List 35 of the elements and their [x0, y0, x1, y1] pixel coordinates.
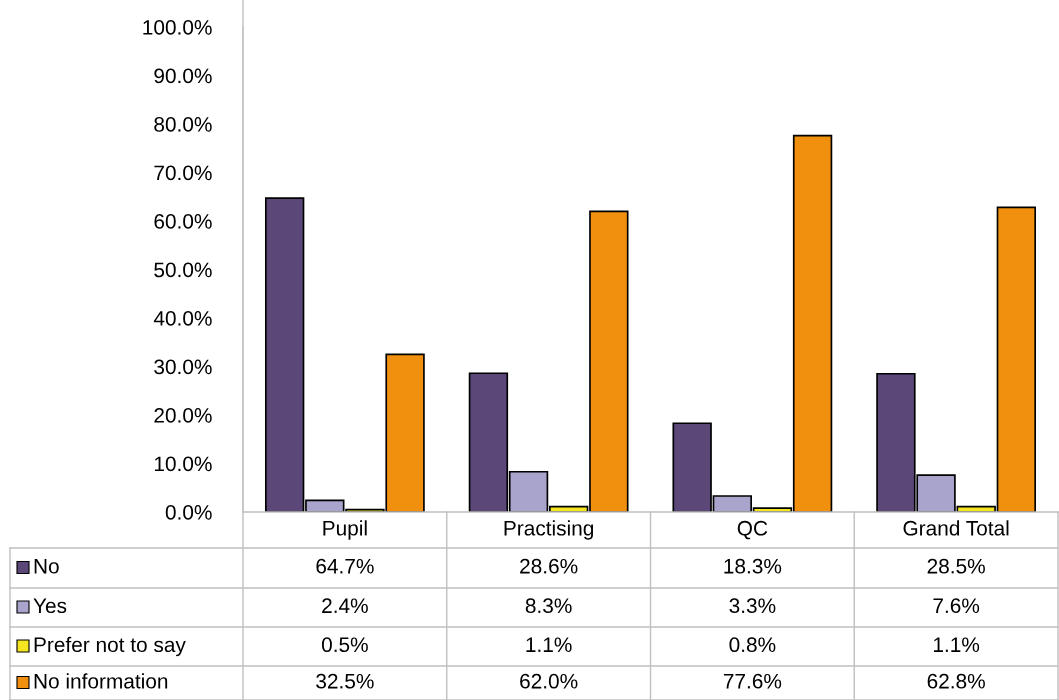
data-label: 3.3% [729, 598, 776, 614]
x-tick-label: QC [737, 520, 768, 540]
data-label: 7.6% [933, 598, 980, 614]
legend-label: No [34, 559, 59, 574]
y-tick-label: 60.0% [154, 214, 212, 229]
data-label: 2.4% [322, 598, 368, 614]
y-tick-label: 0.0% [165, 505, 212, 520]
data-label: 28.6% [520, 558, 578, 574]
data-label: 18.3% [724, 558, 782, 574]
y-tick-label: 40.0% [153, 311, 212, 326]
data-label: 1.1% [526, 637, 572, 653]
data-label: 0.5% [321, 637, 368, 653]
x-tick-label: Practising [504, 520, 594, 540]
legend-label: No information [34, 673, 168, 689]
data-label: 0.8% [729, 637, 776, 653]
y-tick-label: 80.0% [154, 117, 212, 132]
data-label: 32.5% [316, 673, 374, 689]
data-label: 77.6% [723, 673, 782, 689]
legend-label: Prefer not to say [34, 636, 186, 657]
data-label: 8.3% [525, 598, 572, 614]
y-tick-label: 100.0% [143, 20, 212, 35]
data-label: 62.8% [927, 673, 985, 689]
y-tick-label: 90.0% [154, 68, 212, 84]
y-tick-label: 10.0% [154, 456, 212, 472]
data-label: 1.1% [933, 637, 980, 653]
y-tick-label: 70.0% [154, 165, 212, 181]
x-tick-label: Pupil [323, 520, 367, 540]
data-label: 64.7% [316, 558, 374, 574]
data-label: 62.0% [520, 673, 578, 689]
y-tick-label: 20.0% [154, 408, 212, 423]
y-tick-label: 30.0% [154, 359, 212, 375]
x-tick-label: Grand Total [903, 520, 1009, 536]
legend-label: Yes [33, 598, 67, 614]
data-label: 28.5% [927, 558, 985, 574]
y-tick-label: 50.0% [154, 262, 212, 278]
